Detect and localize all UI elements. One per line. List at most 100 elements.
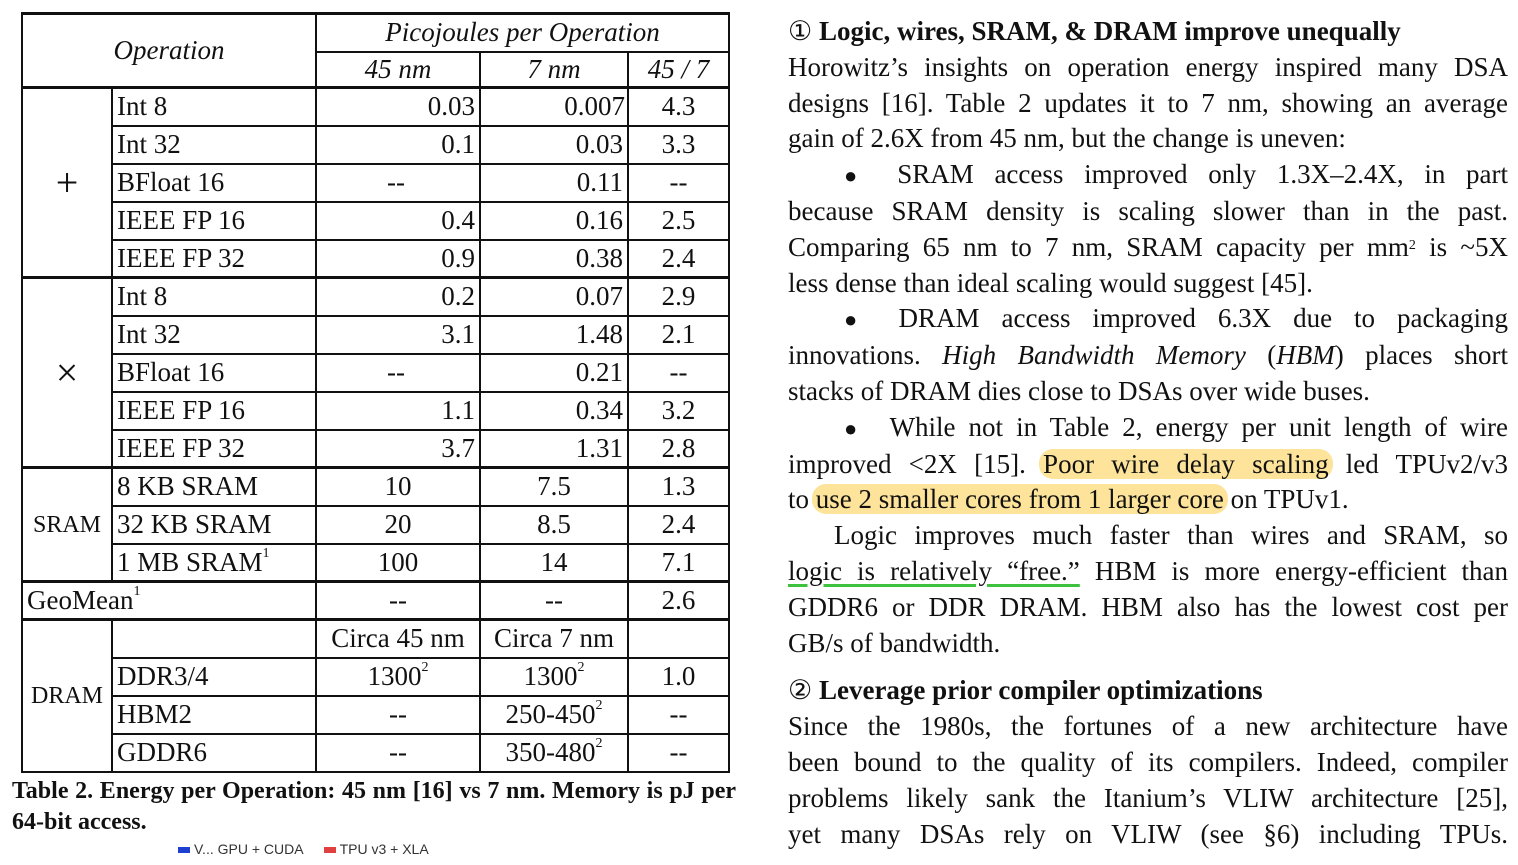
v45-cell: -- bbox=[315, 732, 481, 773]
table-row: + Int 8 0.03 0.007 4.3 bbox=[21, 86, 731, 279]
circa-7-header: Circa 7 nm bbox=[479, 618, 629, 659]
v45-cell: 100 bbox=[315, 542, 481, 583]
op-cell: IEEE FP 16 bbox=[111, 390, 317, 431]
v7-cell: 250-4502 bbox=[479, 694, 629, 735]
op-cell: IEEE FP 32 bbox=[111, 238, 317, 279]
op-cell: Int 8 bbox=[111, 276, 317, 317]
v7-cell: 0.11 bbox=[479, 162, 629, 203]
table-row: IEEE FP 32 0.9 0.38 2.4 bbox=[22, 238, 731, 279]
v7-cell: 0.03 bbox=[479, 124, 629, 165]
text-line: designs [16]. Table 2 updates it to 7 nm… bbox=[788, 87, 1508, 118]
op-cell: BFloat 16 bbox=[111, 162, 317, 203]
table-row: × Int 8 0.2 0.07 2.9 bbox=[21, 276, 731, 469]
legend-label: V... GPU + CUDA bbox=[194, 841, 304, 857]
op-cell: 1 MB SRAM1 bbox=[111, 542, 317, 583]
mul-group-label: × bbox=[21, 276, 113, 469]
v45-cell: -- bbox=[315, 694, 481, 735]
text-line: problems likely sank the Itanium’s VLIW … bbox=[788, 782, 1508, 813]
v45-cell: -- bbox=[315, 162, 481, 203]
section-marker: ① bbox=[788, 16, 813, 46]
v45-cell: 0.2 bbox=[315, 276, 481, 317]
v7-cell: 1.48 bbox=[479, 314, 629, 355]
add-group-label: + bbox=[21, 86, 113, 279]
v45-cell: 0.1 bbox=[315, 124, 481, 165]
text-line: SRAM access improved only 1.3X–2.4X, in … bbox=[897, 159, 1509, 190]
text-line: Comparing 65 nm to 7 nm, SRAM capacity p… bbox=[788, 231, 1508, 262]
figure-legend-fragment: V... GPU + CUDA TPU v3 + XLA bbox=[178, 841, 578, 857]
section-title: Logic, wires, SRAM, & DRAM improve unequ… bbox=[818, 16, 1401, 46]
ratio-cell: 2.4 bbox=[626, 504, 731, 545]
table-row: BFloat 16 -- 0.11 -- bbox=[22, 162, 731, 203]
text-line: less dense than ideal scaling would sugg… bbox=[788, 267, 1313, 298]
v45-cell: 3.7 bbox=[315, 428, 481, 469]
text-line: to use 2 smaller cores from 1 larger cor… bbox=[788, 484, 1349, 515]
v7-cell: 13002 bbox=[479, 656, 629, 697]
text-line: Logic improves much faster than wires an… bbox=[834, 520, 1508, 551]
v45-cell: 0.4 bbox=[315, 200, 481, 241]
picojoules-header: Picojoules per Operation bbox=[314, 12, 731, 53]
section-heading: ① Logic, wires, SRAM, & DRAM improve une… bbox=[788, 14, 1508, 50]
bullet-item: ● SRAM access improved only 1.3X–2.4X, in… bbox=[788, 157, 1508, 194]
ratio-cell: -- bbox=[626, 162, 731, 203]
underlined-phrase: logic is relatively “free.” bbox=[788, 555, 1080, 586]
op-cell: Int 32 bbox=[111, 124, 317, 165]
operation-header: Operation bbox=[21, 12, 317, 89]
table-row: IEEE FP 32 3.7 1.31 2.8 bbox=[22, 428, 731, 469]
ratio-cell: 3.3 bbox=[626, 124, 731, 165]
text-line: Horowitz’s insights on operation energy … bbox=[788, 51, 1508, 82]
table-row: DDR3/4 13002 13002 1.0 bbox=[22, 656, 731, 697]
text-line: improved <2X [15]. Poor wire delay scali… bbox=[788, 448, 1509, 479]
v7-cell: 0.38 bbox=[479, 238, 629, 279]
v45-cell: 20 bbox=[315, 504, 481, 545]
op-cell: DDR3/4 bbox=[111, 656, 317, 697]
ratio-cell: 1.0 bbox=[626, 656, 731, 697]
op-cell: IEEE FP 16 bbox=[111, 200, 317, 241]
ratio-cell: 2.9 bbox=[626, 276, 731, 317]
table-row: GDDR6 -- 350-4802 -- bbox=[22, 732, 731, 773]
op-cell: HBM2 bbox=[111, 694, 317, 735]
op-cell: 8 KB SRAM bbox=[111, 466, 317, 507]
text-line: stacks of DRAM dies close to DSAs over w… bbox=[788, 375, 1370, 406]
v7-cell: 14 bbox=[479, 542, 629, 583]
text-line: GDDR6 or DDR DRAM. HBM also has the lowe… bbox=[788, 591, 1508, 622]
op-cell: Int 32 bbox=[111, 314, 317, 355]
ratio-cell: 2.5 bbox=[626, 200, 731, 241]
ratio-cell: 2.8 bbox=[626, 428, 731, 469]
op-cell: BFloat 16 bbox=[111, 352, 317, 393]
text-line: innovations. High Bandwidth Memory (HBM)… bbox=[788, 340, 1508, 371]
op-cell: IEEE FP 32 bbox=[111, 428, 317, 469]
energy-table: Operation Picojoules per Operation 45 nm… bbox=[21, 12, 731, 773]
body-text-column: ① Logic, wires, SRAM, & DRAM improve une… bbox=[788, 14, 1508, 852]
ratio-cell: -- bbox=[626, 732, 731, 773]
v7-cell: 0.21 bbox=[479, 352, 629, 393]
v7-cell: 8.5 bbox=[479, 504, 629, 545]
section-heading: ② Leverage prior compiler optimizations bbox=[788, 673, 1508, 709]
table-row: 32 KB SRAM 20 8.5 2.4 bbox=[22, 504, 731, 545]
text-line: DRAM access improved 6.3X due to packagi… bbox=[898, 303, 1508, 334]
op-cell: GDDR6 bbox=[111, 732, 317, 773]
bullet-item: ● While not in Table 2, energy per unit l… bbox=[788, 410, 1508, 447]
v45-cell: 1.1 bbox=[315, 390, 481, 431]
op-cell: GeoMean1 bbox=[21, 580, 317, 621]
op-cell: 32 KB SRAM bbox=[111, 504, 317, 545]
legend-swatch-red bbox=[323, 847, 336, 853]
section-marker: ② bbox=[788, 675, 813, 706]
v7-cell: 1.31 bbox=[479, 428, 629, 469]
table-caption: Table 2. Energy per Operation: 45 nm [16… bbox=[12, 778, 736, 835]
text-line: GB/s of bandwidth. bbox=[788, 627, 1001, 658]
v7-cell: 0.007 bbox=[479, 86, 629, 127]
v7-cell: -- bbox=[479, 580, 629, 621]
v7-cell: 350-4802 bbox=[479, 732, 629, 773]
ratio-cell: 2.4 bbox=[626, 238, 731, 279]
ratio-cell: -- bbox=[626, 352, 731, 393]
v7-cell: 0.34 bbox=[479, 390, 629, 431]
ratio-cell: -- bbox=[626, 694, 731, 735]
v45-cell: 0.03 bbox=[315, 86, 481, 127]
bullet-item: ● DRAM access improved 6.3X due to packag… bbox=[788, 301, 1508, 338]
sram-group-label: SRAM bbox=[21, 466, 113, 583]
v45-cell: -- bbox=[315, 352, 481, 393]
table-row: Int 32 0.1 0.03 3.3 bbox=[22, 124, 731, 165]
table-row: Int 32 3.1 1.48 2.1 bbox=[22, 314, 731, 355]
v45-cell: 13002 bbox=[315, 656, 481, 697]
ratio-cell: 7.1 bbox=[626, 542, 731, 583]
